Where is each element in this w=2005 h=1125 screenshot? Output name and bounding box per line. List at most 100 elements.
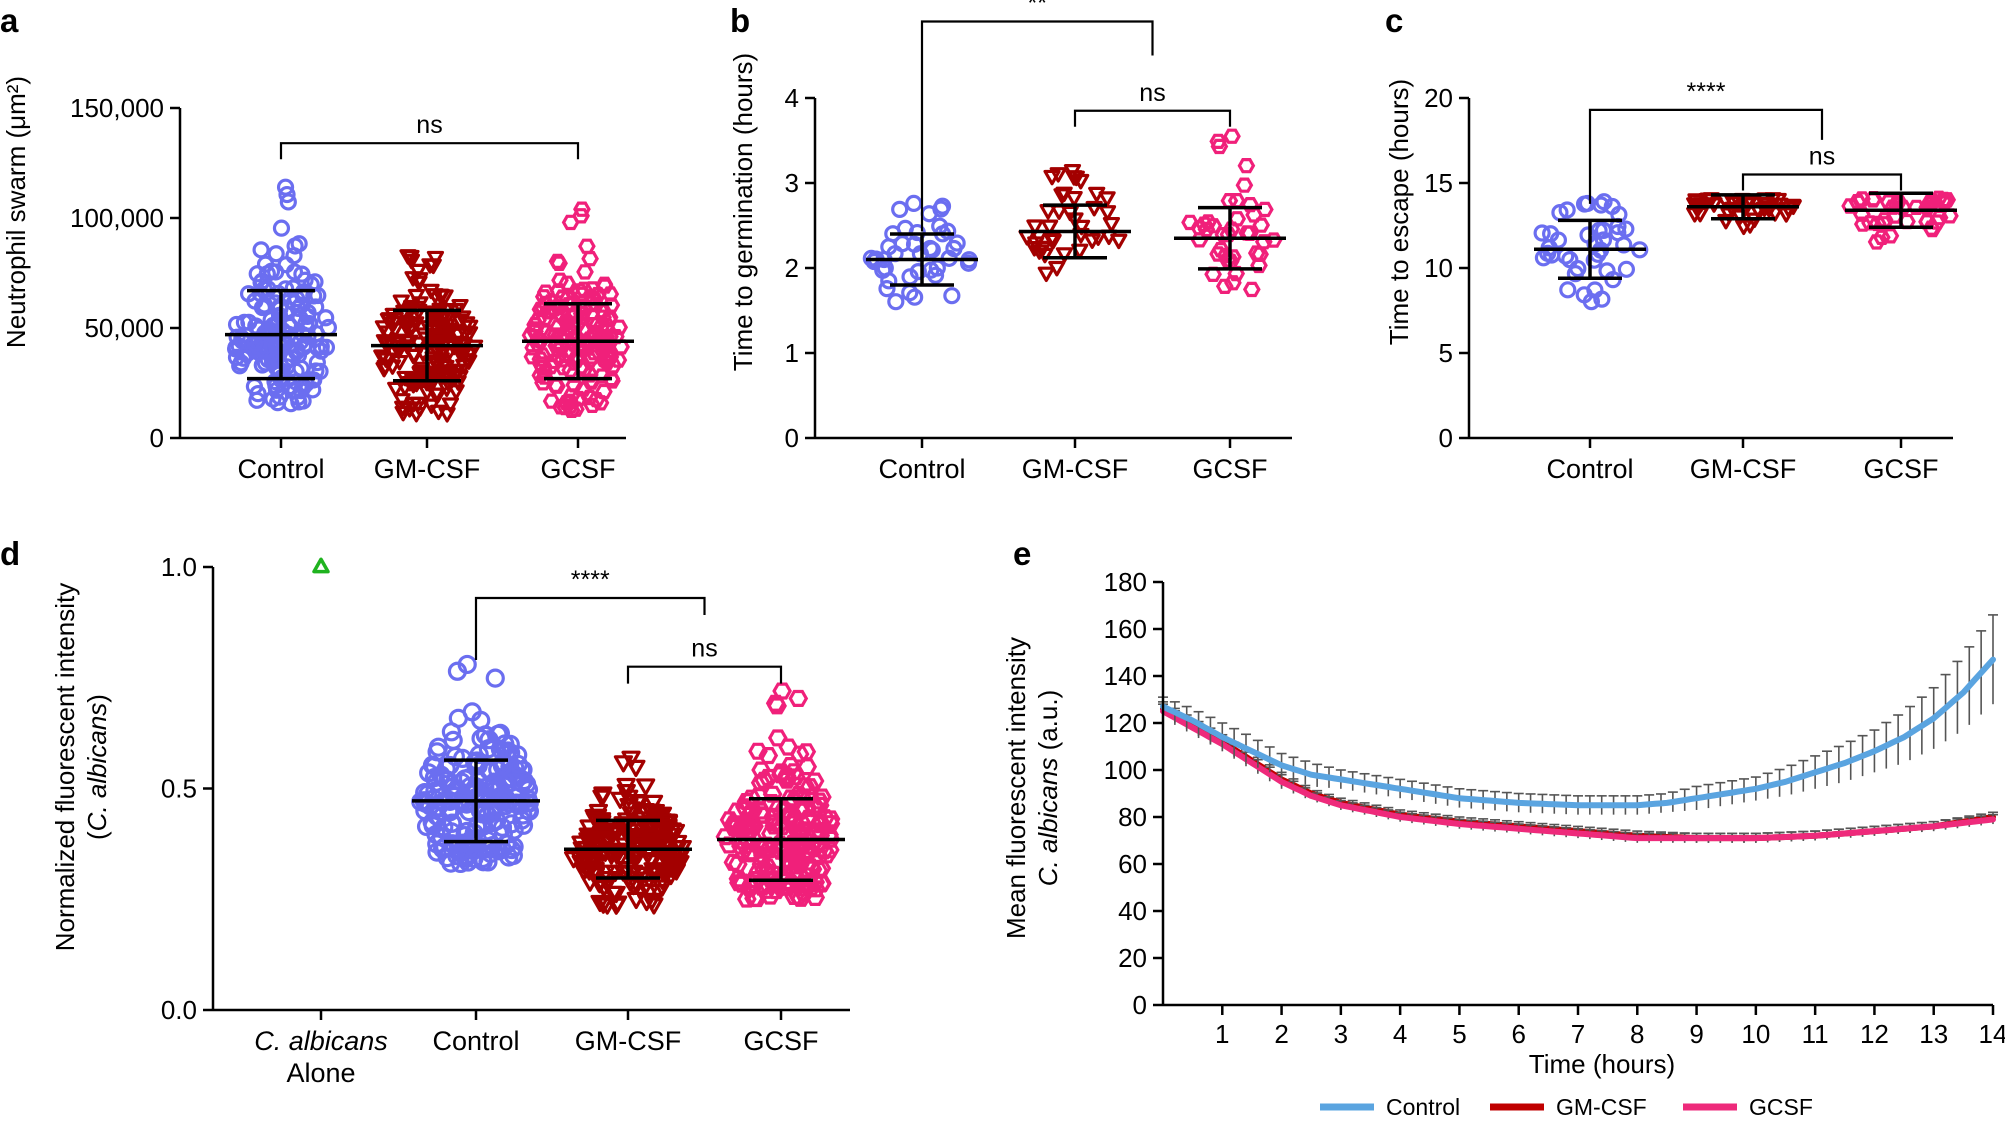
data-point	[820, 815, 841, 833]
data-point	[865, 252, 883, 271]
data-point	[649, 822, 669, 841]
data-point	[488, 724, 508, 744]
data-point	[656, 813, 677, 831]
data-point	[758, 841, 779, 859]
data-point	[620, 874, 640, 892]
y-tick-label: 1	[785, 338, 799, 368]
data-point	[642, 829, 663, 847]
data-point	[390, 340, 408, 356]
data-point	[748, 787, 769, 805]
data-point	[1085, 200, 1103, 217]
data-point	[587, 814, 607, 832]
data-point	[1582, 293, 1601, 311]
y-tick-label: 5	[1439, 338, 1453, 368]
data-point	[558, 275, 577, 291]
data-point	[891, 200, 909, 218]
data-point	[429, 356, 447, 373]
data-point	[1561, 251, 1579, 269]
y-tick-label: 0.5	[161, 774, 197, 804]
data-point	[764, 809, 785, 827]
data-point	[1209, 133, 1228, 149]
legend-label: GM-CSF	[1556, 1094, 1647, 1120]
data-point	[304, 381, 322, 399]
data-point	[1049, 167, 1067, 183]
x-tick-label: 8	[1630, 1019, 1644, 1049]
panel-c-chart: c 0 5 10 15 20 Control GM-CSF GCSF **** ns Time t…	[1384, 2, 1959, 484]
data-point	[636, 778, 656, 796]
x-category-label: GM-CSF	[1690, 454, 1796, 484]
y-tick-label: 100,000	[70, 203, 164, 233]
data-point	[525, 321, 544, 337]
panel-d-y-title-species: C. albicans	[82, 703, 112, 832]
significance-bracket	[1073, 109, 1232, 127]
data-point	[771, 763, 792, 781]
x-tick-label: 9	[1689, 1019, 1703, 1049]
data-point	[819, 826, 839, 844]
data-point	[561, 362, 580, 378]
data-point	[386, 311, 404, 328]
data-point	[1073, 219, 1091, 236]
data-point	[579, 863, 599, 881]
data-point	[402, 249, 420, 266]
data-point	[583, 349, 601, 365]
data-point	[561, 398, 580, 414]
data-point	[272, 219, 291, 237]
data-point	[603, 885, 623, 904]
data-point	[1867, 234, 1886, 250]
data-point	[1533, 224, 1551, 242]
y-tick-label: 10	[1424, 253, 1453, 283]
data-point	[1849, 194, 1867, 210]
data-point	[603, 373, 621, 389]
data-point	[422, 283, 440, 300]
data-point	[1065, 190, 1083, 207]
panel-e-lines	[1158, 614, 1998, 843]
data-point	[644, 897, 664, 915]
significance-label: ns	[1809, 143, 1835, 171]
significance-label: ****	[1687, 78, 1726, 106]
data-point	[1735, 219, 1753, 236]
data-point	[788, 689, 809, 708]
data-point	[292, 359, 310, 377]
data-point	[573, 201, 591, 217]
data-point	[418, 384, 436, 401]
data-point	[758, 746, 779, 765]
data-point	[561, 214, 580, 231]
data-point	[633, 866, 653, 885]
data-point	[649, 884, 669, 902]
data-point	[1098, 191, 1116, 207]
data-point	[769, 816, 789, 834]
data-point	[626, 891, 646, 910]
data-point	[637, 893, 657, 912]
panel-a-letter: a	[0, 2, 19, 39]
y-tick-label: 40	[1118, 896, 1147, 926]
data-point	[1041, 219, 1059, 236]
data-point	[1241, 197, 1260, 213]
panel-d-y-title-open-paren: (	[82, 831, 112, 840]
data-point	[1881, 228, 1900, 244]
data-point	[417, 793, 437, 813]
data-point	[1048, 260, 1066, 277]
data-point	[462, 702, 482, 722]
data-point	[771, 766, 791, 784]
data-point	[459, 347, 478, 363]
significance-bracket	[1588, 108, 1824, 204]
data-point	[1559, 281, 1577, 299]
data-point	[449, 327, 467, 344]
data-point	[723, 815, 744, 833]
data-point	[735, 816, 756, 835]
data-point	[1617, 220, 1635, 238]
data-point	[442, 813, 463, 833]
panel-d-y-axis-title-line2: (C. albicans)	[82, 694, 112, 840]
data-point	[820, 810, 841, 828]
data-point	[387, 381, 405, 398]
panel-d-letter: d	[0, 535, 20, 572]
data-point	[778, 738, 799, 756]
x-category-label: GCSF	[540, 454, 615, 484]
data-point	[1918, 199, 1937, 216]
data-point	[811, 875, 831, 893]
data-point	[1723, 201, 1741, 218]
data-point	[1256, 201, 1274, 218]
data-point	[1025, 241, 1043, 257]
series-line-control	[1160, 656, 1996, 809]
